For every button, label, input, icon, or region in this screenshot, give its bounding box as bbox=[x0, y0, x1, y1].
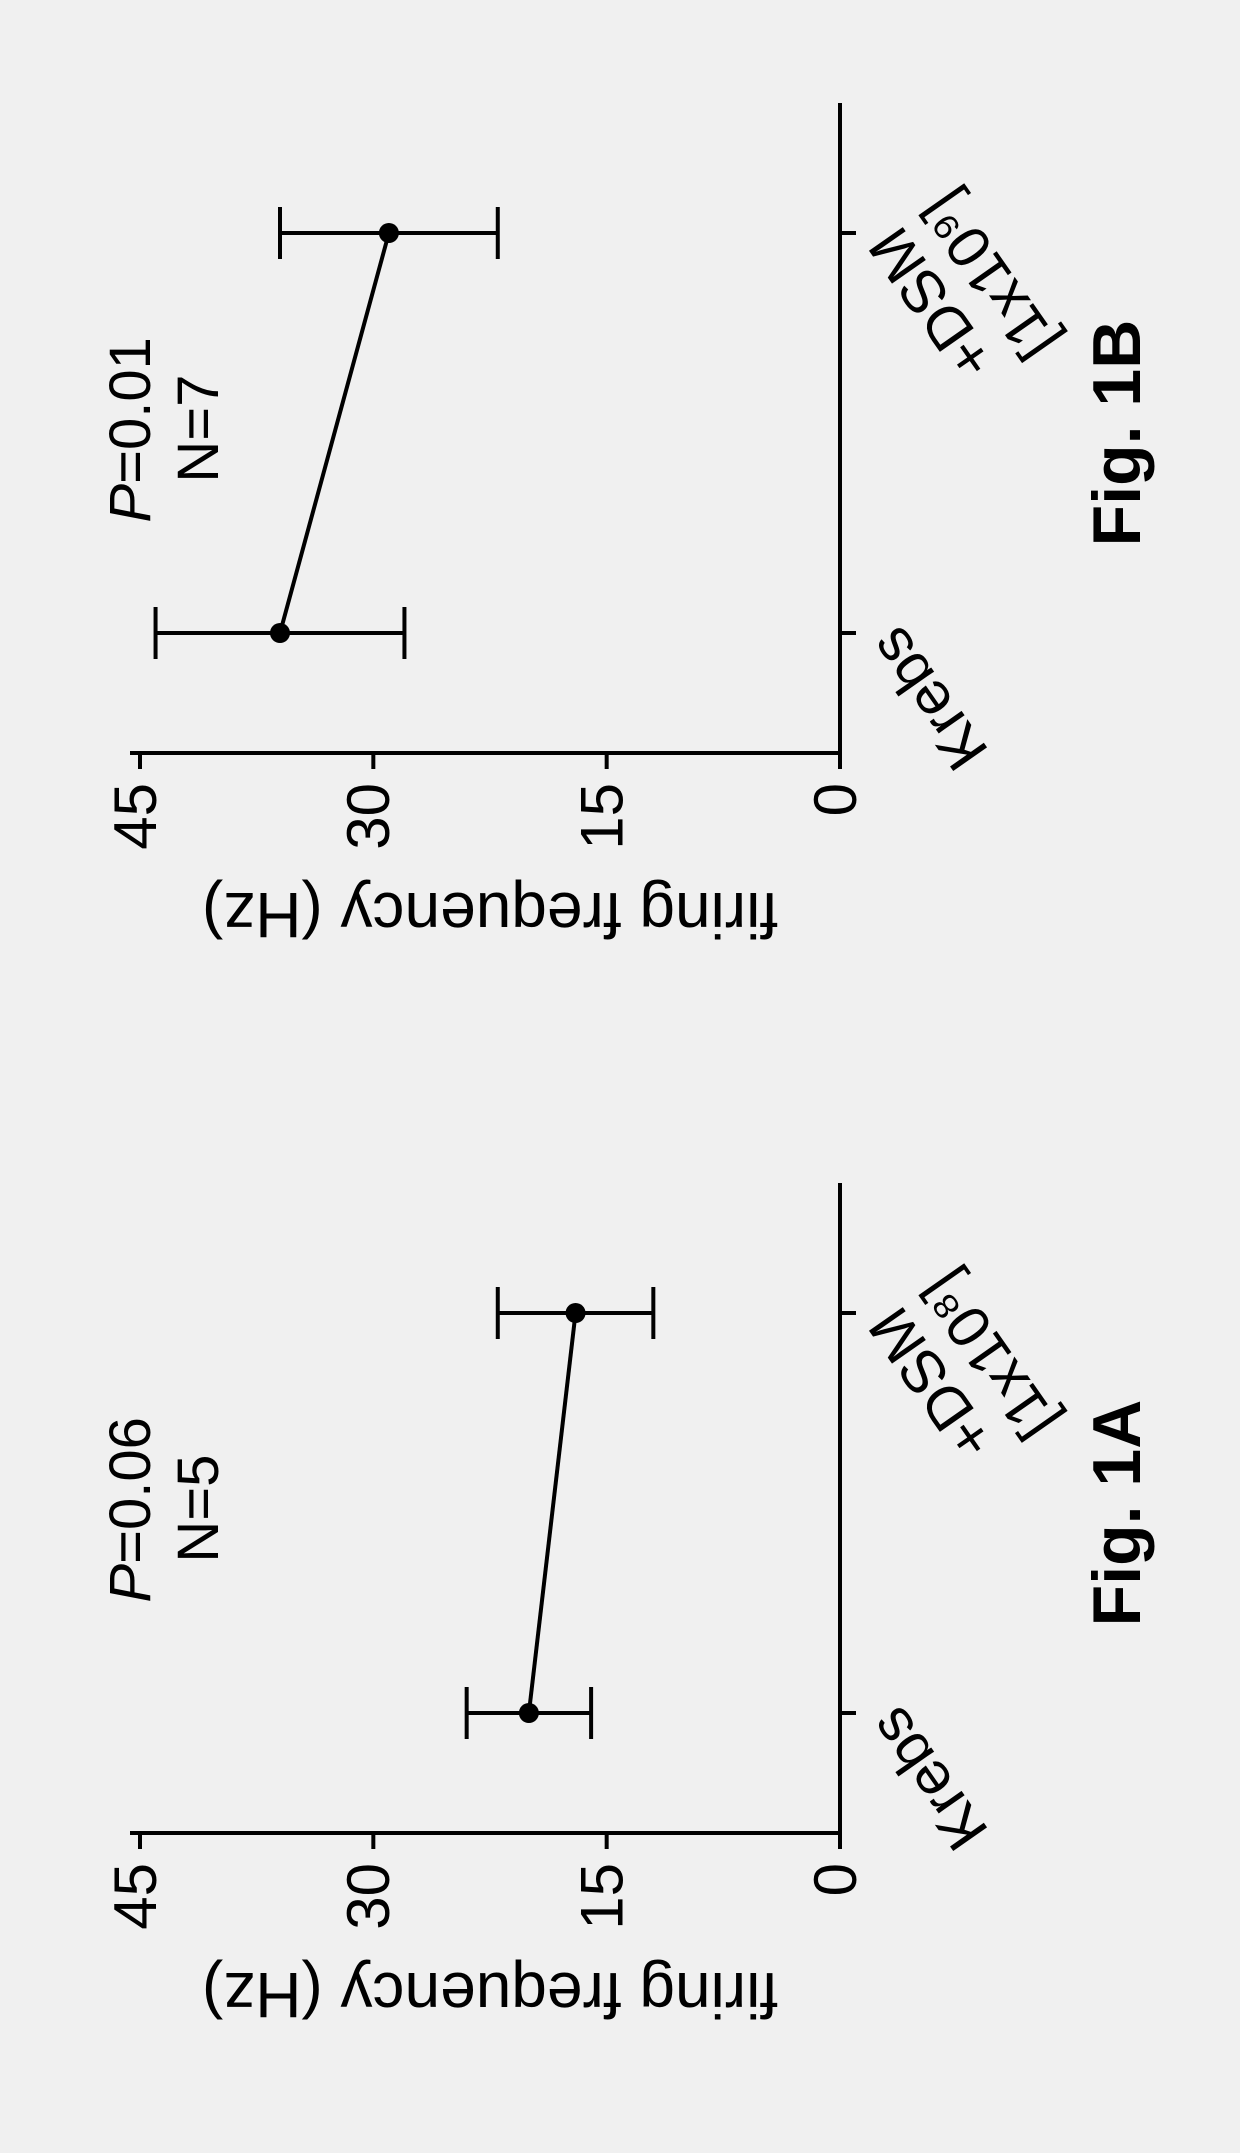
y-tick-label: 15 bbox=[569, 1863, 636, 1930]
marker-treatment bbox=[566, 1303, 586, 1323]
y-tick-label: 30 bbox=[335, 783, 402, 850]
p-value-label: P=0.01 bbox=[98, 337, 163, 522]
x-label-krebs: Krebs bbox=[856, 616, 1001, 783]
panelB: 0 15 30 45 firing frequency (Hz) Krebs +DSM[1x… bbox=[98, 103, 1155, 951]
figure-label: Fig. 1A bbox=[1079, 1400, 1155, 1627]
series-line bbox=[280, 233, 389, 633]
y-tick-label: 45 bbox=[102, 783, 169, 850]
y-axis-title: firing frequency (Hz) bbox=[202, 1959, 778, 2031]
panelA: 0 15 30 45 firing frequency (Hz) Krebs +DSM[1x… bbox=[98, 1183, 1155, 2031]
y-axis-title: firing frequency (Hz) bbox=[202, 879, 778, 951]
marker-treatment bbox=[379, 223, 399, 243]
y-tick-label: 0 bbox=[802, 783, 869, 816]
x-label-krebs: Krebs bbox=[856, 1696, 1001, 1863]
x-label-treatment: +DSM[1x10⁸] bbox=[856, 1259, 1071, 1488]
figure-label: Fig. 1B bbox=[1079, 320, 1155, 547]
rotated-canvas: 0 15 30 45 firing frequency (Hz) Krebs +DSM[1x… bbox=[98, 103, 1155, 2031]
y-tick-label: 45 bbox=[102, 1863, 169, 1930]
marker-krebs bbox=[270, 623, 290, 643]
marker-krebs bbox=[519, 1703, 539, 1723]
n-label: N=5 bbox=[166, 1455, 231, 1563]
x-label-treatment: +DSM[1x10⁹] bbox=[856, 179, 1071, 408]
y-tick-label: 30 bbox=[335, 1863, 402, 1930]
series-line bbox=[529, 1313, 576, 1713]
y-tick-label: 0 bbox=[802, 1863, 869, 1896]
y-tick-label: 15 bbox=[569, 783, 636, 850]
figure-svg: 0 15 30 45 firing frequency (Hz) Krebs +DSM[1x… bbox=[0, 0, 1240, 2153]
page-root: 0 15 30 45 firing frequency (Hz) Krebs +DSM[1x… bbox=[0, 0, 1240, 2153]
n-label: N=7 bbox=[166, 375, 231, 483]
p-value-label: P=0.06 bbox=[98, 1417, 163, 1602]
